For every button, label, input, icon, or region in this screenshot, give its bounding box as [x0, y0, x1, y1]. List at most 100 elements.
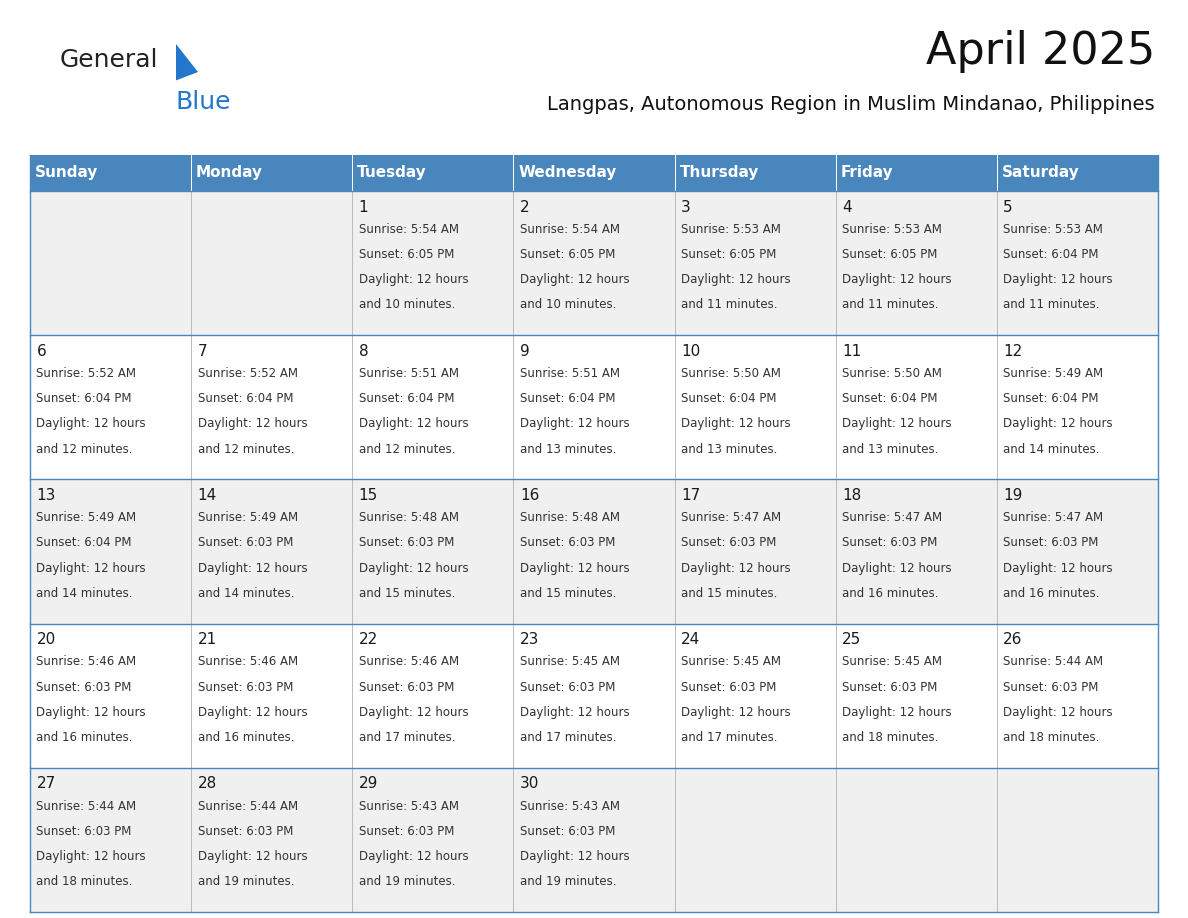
Text: and 13 minutes.: and 13 minutes. [842, 442, 939, 455]
Text: Sunset: 6:03 PM: Sunset: 6:03 PM [37, 824, 132, 838]
Text: 23: 23 [520, 633, 539, 647]
Text: and 12 minutes.: and 12 minutes. [197, 442, 295, 455]
Text: 24: 24 [681, 633, 700, 647]
Text: April 2025: April 2025 [925, 30, 1155, 73]
Text: Sunset: 6:03 PM: Sunset: 6:03 PM [681, 536, 777, 549]
Text: Monday: Monday [196, 165, 263, 181]
Text: 28: 28 [197, 777, 217, 791]
Text: Friday: Friday [841, 165, 893, 181]
Text: 18: 18 [842, 488, 861, 503]
Text: Daylight: 12 hours: Daylight: 12 hours [681, 706, 791, 719]
Text: 21: 21 [197, 633, 217, 647]
Text: and 14 minutes.: and 14 minutes. [1004, 442, 1100, 455]
Text: Daylight: 12 hours: Daylight: 12 hours [520, 562, 630, 575]
Text: 4: 4 [842, 199, 852, 215]
Text: Sunset: 6:03 PM: Sunset: 6:03 PM [1004, 680, 1099, 694]
Text: Daylight: 12 hours: Daylight: 12 hours [359, 706, 468, 719]
Text: Sunrise: 5:53 AM: Sunrise: 5:53 AM [681, 223, 781, 236]
Text: Daylight: 12 hours: Daylight: 12 hours [842, 418, 952, 431]
Text: Sunset: 6:05 PM: Sunset: 6:05 PM [520, 248, 615, 261]
Text: Daylight: 12 hours: Daylight: 12 hours [1004, 274, 1113, 286]
Text: 19: 19 [1004, 488, 1023, 503]
Text: Wednesday: Wednesday [518, 165, 617, 181]
Text: Sunrise: 5:43 AM: Sunrise: 5:43 AM [359, 800, 459, 812]
Text: and 13 minutes.: and 13 minutes. [520, 442, 617, 455]
Text: Sunrise: 5:48 AM: Sunrise: 5:48 AM [520, 511, 620, 524]
Text: and 15 minutes.: and 15 minutes. [681, 587, 777, 599]
Text: Sunrise: 5:49 AM: Sunrise: 5:49 AM [37, 511, 137, 524]
Text: and 12 minutes.: and 12 minutes. [359, 442, 455, 455]
Text: Sunrise: 5:53 AM: Sunrise: 5:53 AM [1004, 223, 1104, 236]
Text: Sunrise: 5:53 AM: Sunrise: 5:53 AM [842, 223, 942, 236]
Text: Daylight: 12 hours: Daylight: 12 hours [197, 562, 308, 575]
Text: Sunset: 6:05 PM: Sunset: 6:05 PM [359, 248, 454, 261]
Text: Sunset: 6:03 PM: Sunset: 6:03 PM [359, 824, 454, 838]
Polygon shape [176, 44, 198, 81]
Text: and 16 minutes.: and 16 minutes. [842, 587, 939, 599]
Text: 27: 27 [37, 777, 56, 791]
Text: Sunrise: 5:54 AM: Sunrise: 5:54 AM [520, 223, 620, 236]
Text: 26: 26 [1004, 633, 1023, 647]
Text: Daylight: 12 hours: Daylight: 12 hours [359, 418, 468, 431]
Text: Daylight: 12 hours: Daylight: 12 hours [681, 562, 791, 575]
Text: Daylight: 12 hours: Daylight: 12 hours [842, 706, 952, 719]
Text: General: General [61, 48, 158, 72]
Text: 13: 13 [37, 488, 56, 503]
Text: Sunset: 6:04 PM: Sunset: 6:04 PM [520, 392, 615, 405]
Text: 20: 20 [37, 633, 56, 647]
Text: 12: 12 [1004, 344, 1023, 359]
Text: Daylight: 12 hours: Daylight: 12 hours [1004, 562, 1113, 575]
Text: 3: 3 [681, 199, 690, 215]
Text: Daylight: 12 hours: Daylight: 12 hours [37, 562, 146, 575]
Text: Blue: Blue [176, 90, 232, 114]
Text: Sunset: 6:03 PM: Sunset: 6:03 PM [520, 680, 615, 694]
Text: Sunrise: 5:44 AM: Sunrise: 5:44 AM [1004, 655, 1104, 668]
Text: Sunrise: 5:44 AM: Sunrise: 5:44 AM [37, 800, 137, 812]
Text: Daylight: 12 hours: Daylight: 12 hours [1004, 706, 1113, 719]
Text: Tuesday: Tuesday [358, 165, 426, 181]
Text: and 19 minutes.: and 19 minutes. [197, 875, 295, 889]
Text: and 19 minutes.: and 19 minutes. [359, 875, 455, 889]
Text: Sunset: 6:04 PM: Sunset: 6:04 PM [37, 392, 132, 405]
Text: Sunrise: 5:47 AM: Sunrise: 5:47 AM [1004, 511, 1104, 524]
Text: and 16 minutes.: and 16 minutes. [197, 731, 295, 744]
Bar [30, 335, 1158, 479]
Text: Sunset: 6:03 PM: Sunset: 6:03 PM [197, 536, 293, 549]
Text: Sunset: 6:05 PM: Sunset: 6:05 PM [842, 248, 937, 261]
Text: Sunrise: 5:49 AM: Sunrise: 5:49 AM [1004, 367, 1104, 380]
Text: 14: 14 [197, 488, 217, 503]
Text: 2: 2 [520, 199, 530, 215]
Text: 16: 16 [520, 488, 539, 503]
Text: Sunrise: 5:51 AM: Sunrise: 5:51 AM [359, 367, 459, 380]
Text: Sunset: 6:03 PM: Sunset: 6:03 PM [842, 680, 937, 694]
Text: Daylight: 12 hours: Daylight: 12 hours [197, 706, 308, 719]
Text: Sunrise: 5:45 AM: Sunrise: 5:45 AM [681, 655, 781, 668]
Text: Sunday: Sunday [34, 165, 99, 181]
Text: Sunset: 6:03 PM: Sunset: 6:03 PM [197, 824, 293, 838]
Text: Sunrise: 5:45 AM: Sunrise: 5:45 AM [842, 655, 942, 668]
Text: and 13 minutes.: and 13 minutes. [681, 442, 777, 455]
Text: Daylight: 12 hours: Daylight: 12 hours [520, 706, 630, 719]
Text: Daylight: 12 hours: Daylight: 12 hours [681, 274, 791, 286]
Text: Daylight: 12 hours: Daylight: 12 hours [197, 418, 308, 431]
Text: 11: 11 [842, 344, 861, 359]
Text: Daylight: 12 hours: Daylight: 12 hours [359, 562, 468, 575]
Text: and 14 minutes.: and 14 minutes. [197, 587, 295, 599]
Text: Sunrise: 5:46 AM: Sunrise: 5:46 AM [37, 655, 137, 668]
Text: Sunrise: 5:46 AM: Sunrise: 5:46 AM [197, 655, 298, 668]
Text: Sunrise: 5:50 AM: Sunrise: 5:50 AM [842, 367, 942, 380]
Text: 29: 29 [359, 777, 378, 791]
Text: 30: 30 [520, 777, 539, 791]
Text: and 15 minutes.: and 15 minutes. [359, 587, 455, 599]
Text: and 17 minutes.: and 17 minutes. [681, 731, 777, 744]
Text: Sunset: 6:04 PM: Sunset: 6:04 PM [681, 392, 777, 405]
Bar [30, 479, 1158, 623]
Text: Sunset: 6:03 PM: Sunset: 6:03 PM [359, 680, 454, 694]
Text: Sunset: 6:03 PM: Sunset: 6:03 PM [37, 680, 132, 694]
Text: Daylight: 12 hours: Daylight: 12 hours [842, 274, 952, 286]
Text: and 12 minutes.: and 12 minutes. [37, 442, 133, 455]
Text: Daylight: 12 hours: Daylight: 12 hours [359, 274, 468, 286]
Text: Sunrise: 5:47 AM: Sunrise: 5:47 AM [681, 511, 782, 524]
Text: 10: 10 [681, 344, 700, 359]
Text: 7: 7 [197, 344, 207, 359]
